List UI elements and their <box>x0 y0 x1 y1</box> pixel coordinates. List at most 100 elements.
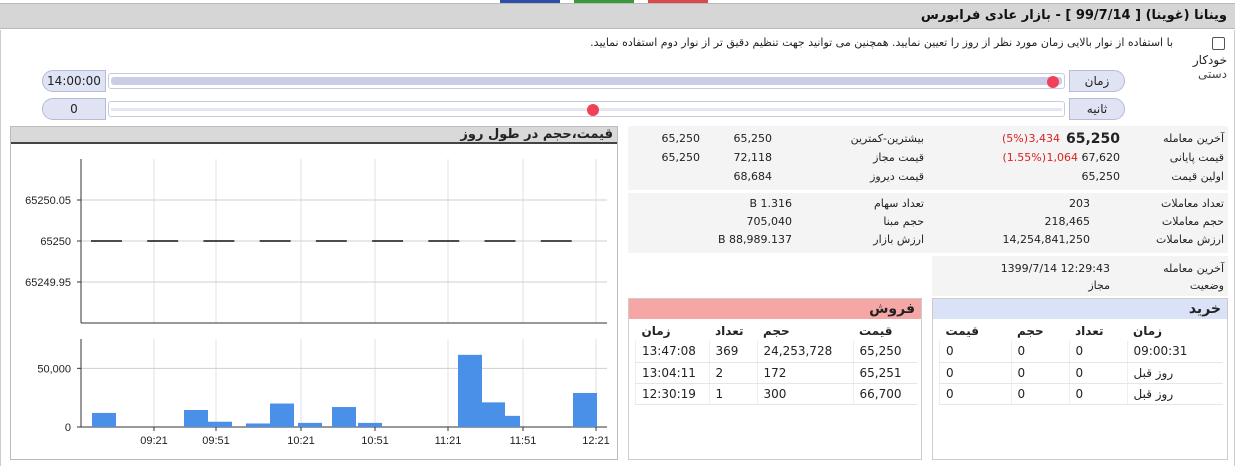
price-range-summary: بیشترین-کمترین 65,250 65,250 قیمت مجاز 7… <box>628 130 928 190</box>
chart-canvas: 65250.05 65250 65249.95 50,000 0 09:21 09:51 10… <box>25 159 610 447</box>
volume-bar <box>246 423 270 427</box>
volume-bar <box>496 415 520 427</box>
volume-bar <box>270 403 294 427</box>
row-yesterday-price: قیمت دیروز 68,684 <box>628 168 928 186</box>
sell-table: قیمت حجم تعداد زمان 65,250 24,253,728 36… <box>635 321 917 405</box>
top-tabs <box>500 0 722 4</box>
buy-count: 0 <box>1068 341 1127 363</box>
sell-col-price: قیمت <box>859 324 893 338</box>
market-value-label: ارزش بازار <box>873 233 924 246</box>
buy-count: 0 <box>1068 383 1127 405</box>
sell-volume: 300 <box>756 383 853 405</box>
table-row[interactable]: روز قبل 0 0 0 <box>939 362 1223 384</box>
time-slider-row: 14:00:00 زمان <box>42 70 1125 92</box>
tab-strip-blue[interactable] <box>500 0 560 4</box>
buy-volume: 0 <box>1010 341 1069 363</box>
low-value: 65,250 <box>661 132 701 145</box>
volume-bar <box>358 422 382 427</box>
volume-bar <box>92 412 116 427</box>
second-slider-row: 0 ثانیه <box>42 98 1125 120</box>
last-trade-summary: آخرین معامله 65,250 3,434 (5%) قیمت پایا… <box>932 130 1228 190</box>
trade-count-label: تعداد معاملات <box>1161 197 1224 210</box>
summary-bg <box>628 126 1228 190</box>
buy-col-price: قیمت <box>945 324 980 338</box>
second-slider-track <box>111 108 1062 111</box>
first-price-value: 65,250 <box>1081 170 1121 183</box>
row-final-price: قیمت پایانی 67,620 1,064 (1.55%) <box>932 149 1228 167</box>
row-trade-volume: حجم معاملات 218,465 <box>932 213 1228 231</box>
table-row[interactable]: 66,700 300 1 12:30:19 <box>635 383 917 405</box>
volume-bar <box>208 421 232 427</box>
buy-header-row: زمان تعداد حجم قیمت <box>940 321 1224 341</box>
x-tick-label: 11:21 <box>435 435 462 447</box>
buy-table: زمان تعداد حجم قیمت 09:00:31 0 0 0 روز ق… <box>939 321 1223 405</box>
time-slider[interactable] <box>108 73 1065 89</box>
second-slider-knob[interactable] <box>587 104 599 116</box>
volume-tick-label: 50,000 <box>37 363 71 375</box>
x-tick-label: 09:51 <box>202 435 230 447</box>
table-row[interactable]: 09:00:31 0 0 0 <box>939 341 1223 363</box>
table-row[interactable]: 65,251 172 2 13:04:11 <box>635 362 917 384</box>
sell-count: 2 <box>708 362 757 384</box>
slider-hint: با استفاده از نوار بالایی زمان مورد نظر … <box>590 36 1173 49</box>
allowed-low-value: 65,250 <box>661 151 701 164</box>
second-label: ثانیه <box>1069 98 1125 120</box>
allowed-price-label: قیمت مجاز <box>873 151 924 164</box>
price-volume-chart: قیمت،حجم در طول روز 65250.05 65250 65249.9… <box>10 126 618 460</box>
buy-count: 0 <box>1068 362 1127 384</box>
buy-price: 0 <box>939 362 1011 384</box>
second-value: 0 <box>42 98 106 120</box>
sell-header: فروش <box>629 299 921 319</box>
final-price-value: 67,620 <box>1081 151 1121 164</box>
buy-col-count: تعداد <box>1075 324 1104 338</box>
status-value: مجاز <box>1088 279 1110 292</box>
volume-bar <box>332 407 356 427</box>
manual-label[interactable]: دستی <box>1197 67 1227 81</box>
buy-col-time: زمان <box>1133 324 1163 338</box>
table-row[interactable]: 65,250 24,253,728 369 13:47:08 <box>635 341 917 363</box>
first-price-label: اولین قیمت <box>1171 170 1224 183</box>
row-market-value: ارزش بازار 88,989.137 B <box>628 231 928 249</box>
market-value-value: 88,989.137 B <box>717 233 792 246</box>
x-tick-label: 10:51 <box>361 435 389 447</box>
last-trade-label: آخرین معامله <box>1163 132 1224 145</box>
yesterday-price-label: قیمت دیروز <box>870 170 924 183</box>
chart-title: قیمت،حجم در طول روز <box>11 127 617 144</box>
row-first-price: اولین قیمت 65,250 <box>932 168 1228 186</box>
last-trade-time-label: آخرین معامله <box>1163 262 1224 275</box>
tab-strip-red[interactable] <box>648 0 708 4</box>
auto-label: خودکار <box>1192 53 1227 67</box>
last-trade-value: 65,250 <box>1065 131 1120 147</box>
base-volume-value: 705,040 <box>746 215 793 228</box>
x-tick-label: 09:21 <box>140 435 168 447</box>
status-bg <box>932 256 1228 296</box>
row-allowed-price: قیمت مجاز 72,118 65,250 <box>628 149 928 167</box>
row-last-trade-time: آخرین معامله 12:29:43 1399/7/14 <box>932 260 1228 278</box>
buy-time: روز قبل <box>1126 383 1223 405</box>
yesterday-price-value: 68,684 <box>733 170 773 183</box>
volume-bar <box>573 392 597 427</box>
allowed-high-value: 72,118 <box>733 151 773 164</box>
price-tick-label: 65250 <box>40 236 71 248</box>
table-row[interactable]: روز قبل 0 0 0 <box>939 383 1223 405</box>
row-share-count: تعداد سهام 1.316 B <box>628 195 928 213</box>
trade-volume-label: حجم معاملات <box>1161 215 1224 228</box>
tab-strip-green[interactable] <box>574 0 634 4</box>
sell-time: 12:30:19 <box>635 383 709 405</box>
auto-checkbox[interactable] <box>1212 37 1225 50</box>
buy-header: خرید <box>933 299 1227 319</box>
sell-price: 65,250 <box>852 341 917 363</box>
buy-volume: 0 <box>1010 383 1069 405</box>
sell-time: 13:04:11 <box>635 362 709 384</box>
time-label: زمان <box>1069 70 1125 92</box>
sell-price: 65,251 <box>852 362 917 384</box>
time-slider-knob[interactable] <box>1047 76 1059 88</box>
time-slider-fill <box>111 77 1062 85</box>
row-last-trade: آخرین معامله 65,250 3,434 (5%) <box>932 130 1228 148</box>
second-slider[interactable] <box>108 101 1065 117</box>
x-tick-label: 12:21 <box>582 435 610 447</box>
buy-time: روز قبل <box>1126 362 1223 384</box>
buy-price: 0 <box>939 341 1011 363</box>
row-trade-count: تعداد معاملات 203 <box>932 195 1228 213</box>
last-trade-time-value: 12:29:43 1399/7/14 <box>1000 262 1110 275</box>
